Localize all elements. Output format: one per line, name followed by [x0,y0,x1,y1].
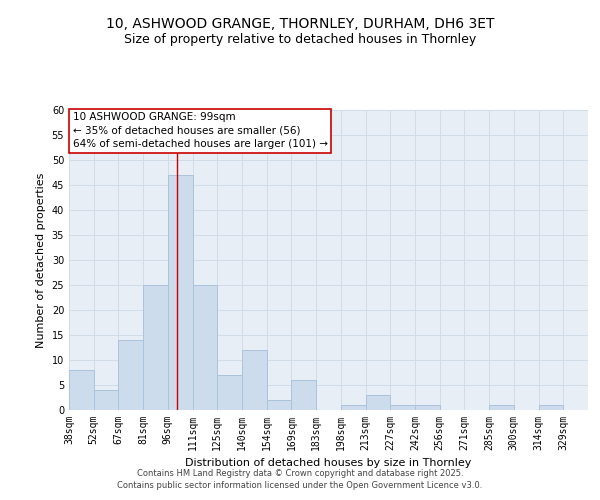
Bar [118,340,143,410]
Bar [390,405,415,410]
Bar [292,380,316,410]
Y-axis label: Number of detached properties: Number of detached properties [36,172,46,348]
X-axis label: Distribution of detached houses by size in Thornley: Distribution of detached houses by size … [185,458,472,468]
Bar [489,405,514,410]
Bar [193,285,217,410]
Bar [267,400,292,410]
Text: 10, ASHWOOD GRANGE, THORNLEY, DURHAM, DH6 3ET: 10, ASHWOOD GRANGE, THORNLEY, DURHAM, DH… [106,18,494,32]
Text: 10 ASHWOOD GRANGE: 99sqm
← 35% of detached houses are smaller (56)
64% of semi-d: 10 ASHWOOD GRANGE: 99sqm ← 35% of detach… [73,112,328,149]
Text: Contains public sector information licensed under the Open Government Licence v3: Contains public sector information licen… [118,481,482,490]
Bar [539,405,563,410]
Text: Contains HM Land Registry data © Crown copyright and database right 2025.: Contains HM Land Registry data © Crown c… [137,468,463,477]
Bar [365,395,390,410]
Bar [341,405,365,410]
Bar [415,405,440,410]
Bar [242,350,267,410]
Text: Size of property relative to detached houses in Thornley: Size of property relative to detached ho… [124,32,476,46]
Bar [168,175,193,410]
Bar [69,370,94,410]
Bar [143,285,168,410]
Bar [217,375,242,410]
Bar [94,390,118,410]
